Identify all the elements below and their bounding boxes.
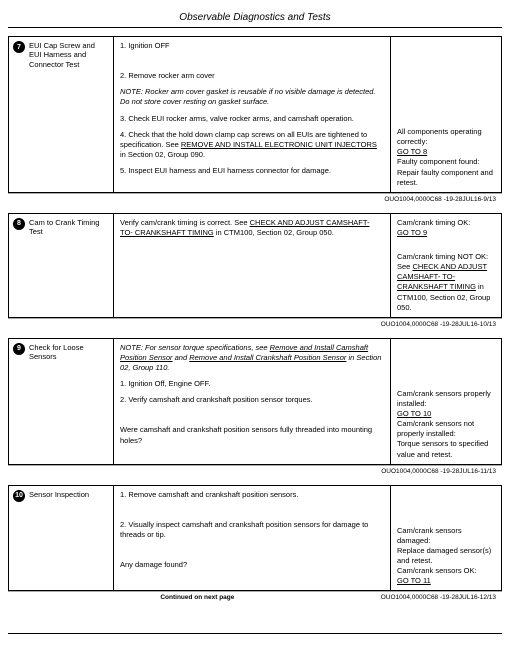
- s10-question: Any damage found?: [120, 560, 384, 570]
- s7-ok-text: All components operating correctly:: [397, 127, 495, 147]
- s9-bad-text: Cam/crank sensors not properly installed…: [397, 419, 495, 439]
- s7-bad-text2: Repair faulty component and retest.: [397, 168, 495, 188]
- s7-step2: 2. Remove rocker arm cover: [120, 71, 384, 81]
- s10-ok-text: Cam/crank sensors damaged:: [397, 526, 495, 546]
- section-10-left: 10 Sensor Inspection: [9, 486, 114, 591]
- note-text: Rocker arm cover gasket is reusable if n…: [120, 87, 376, 106]
- section-10-right: Cam/crank sensors damaged: Replace damag…: [391, 486, 501, 591]
- step-number-8: 8: [13, 218, 25, 230]
- section-8: 8 Cam to Crank Timing Test Verify cam/cr…: [8, 213, 502, 318]
- note-label: NOTE:: [120, 87, 143, 96]
- section-9-label: Check for Loose Sensors: [29, 343, 109, 362]
- page-title: Observable Diagnostics and Tests: [8, 8, 502, 28]
- s7-step1: 1. Ignition OFF: [120, 41, 384, 51]
- s9-footer-code: OUO1004,0000C68 -19-28JUL16-11/13: [381, 468, 496, 475]
- s7-link[interactable]: REMOVE AND INSTALL ELECTRONIC UNIT INJEC…: [181, 140, 377, 149]
- s8-ok-link[interactable]: GO TO 9: [397, 228, 495, 238]
- s7-note: NOTE: Rocker arm cover gasket is reusabl…: [120, 87, 384, 107]
- section-8-mid: Verify cam/crank timing is correct. See …: [114, 214, 391, 317]
- s9-step2: 2. Verify camshaft and crankshaft positi…: [120, 395, 384, 405]
- section-7-left: 7 EUI Cap Screw and EUI Harness and Conn…: [9, 37, 114, 192]
- section-7-footer: OUO1004,0000C68 -19-28JUL16-9/13: [8, 193, 502, 205]
- s9-ok-link[interactable]: GO TO 10: [397, 409, 495, 419]
- section-10-label: Sensor Inspection: [29, 490, 89, 499]
- section-7-label: EUI Cap Screw and EUI Harness and Connec…: [29, 41, 109, 69]
- s7-step5: 5. Inspect EUI harness and EUI harness c…: [120, 166, 384, 176]
- s9-step1: 1. Ignition Off, Engine OFF.: [120, 379, 384, 389]
- section-10-footer: Continued on next page OUO1004,0000C68 -…: [8, 591, 502, 603]
- s10-step2: 2. Visually inspect camshaft and cranksh…: [120, 520, 384, 540]
- s10-ok-text2: Replace damaged sensor(s) and retest.: [397, 546, 495, 566]
- s9-ok-text: Cam/crank sensors properly installed:: [397, 389, 495, 409]
- s7-bad-text: Faulty component found:: [397, 157, 495, 167]
- s7-step3: 3. Check EUI rocker arms, valve rocker a…: [120, 114, 384, 124]
- s10-bad-text: Cam/crank sensors OK:: [397, 566, 495, 576]
- s8-bad-text2: See CHECK AND ADJUST CAMSHAFT- TO- CRANK…: [397, 262, 495, 313]
- section-9: 9 Check for Loose Sensors NOTE: For sens…: [8, 338, 502, 465]
- section-9-left: 9 Check for Loose Sensors: [9, 339, 114, 464]
- section-8-footer: OUO1004,0000C68 -19-28JUL16-10/13: [8, 318, 502, 330]
- section-9-right: Cam/crank sensors properly installed: GO…: [391, 339, 501, 464]
- section-8-right: Cam/crank timing OK: GO TO 9 Cam/crank t…: [391, 214, 501, 317]
- section-10: 10 Sensor Inspection 1. Remove camshaft …: [8, 485, 502, 592]
- s9-note: NOTE: For sensor torque specifications, …: [120, 343, 384, 373]
- step-number-9: 9: [13, 343, 25, 355]
- s10-footer-code: OUO1004,0000C68 -19-28JUL16-12/13: [381, 594, 496, 601]
- page-end-rule: [8, 633, 502, 634]
- section-7-right: All components operating correctly: GO T…: [391, 37, 501, 192]
- section-8-left: 8 Cam to Crank Timing Test: [9, 214, 114, 317]
- s9-bad-text2: Torque sensors to specified value and re…: [397, 439, 495, 459]
- s7-footer-code: OUO1004,0000C68 -19-28JUL16-9/13: [384, 196, 496, 203]
- s7-step4: 4. Check that the hold down clamp cap sc…: [120, 130, 384, 160]
- s10-bad-link[interactable]: GO TO 11: [397, 576, 495, 586]
- step-number-7: 7: [13, 41, 25, 53]
- s10-step1: 1. Remove camshaft and crankshaft positi…: [120, 490, 384, 500]
- s9-link2[interactable]: Remove and Install Crankshaft Position S…: [189, 353, 346, 362]
- s8-ok-text: Cam/crank timing OK:: [397, 218, 495, 228]
- step-number-10: 10: [13, 490, 25, 502]
- section-7-mid: 1. Ignition OFF 2. Remove rocker arm cov…: [114, 37, 391, 192]
- s8-footer-code: OUO1004,0000C68 -19-28JUL16-10/13: [381, 321, 496, 328]
- section-10-mid: 1. Remove camshaft and crankshaft positi…: [114, 486, 391, 591]
- section-7: 7 EUI Cap Screw and EUI Harness and Conn…: [8, 36, 502, 193]
- s7-ok-link[interactable]: GO TO 8: [397, 147, 495, 157]
- section-8-label: Cam to Crank Timing Test: [29, 218, 109, 237]
- s8-bad-text: Cam/crank timing NOT OK:: [397, 252, 495, 262]
- section-9-mid: NOTE: For sensor torque specifications, …: [114, 339, 391, 464]
- section-9-footer: OUO1004,0000C68 -19-28JUL16-11/13: [8, 465, 502, 477]
- s9-question: Were camshaft and crankshaft position se…: [120, 425, 384, 445]
- continued-label: Continued on next page: [14, 594, 381, 601]
